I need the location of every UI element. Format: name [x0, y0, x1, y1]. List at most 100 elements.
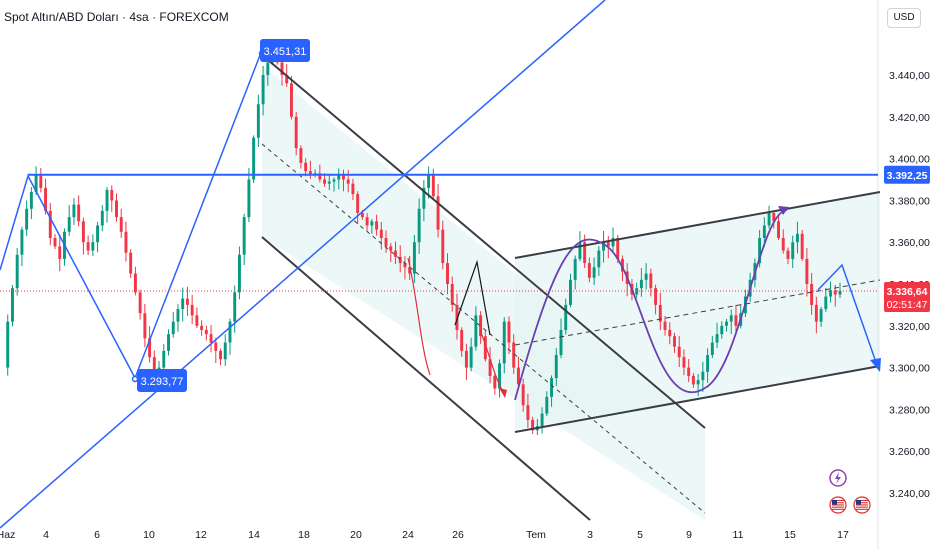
- candle-up: [573, 258, 577, 280]
- candle-up: [559, 329, 563, 356]
- candle-down: [677, 346, 681, 358]
- swing-high-label: 3.451,31: [264, 46, 307, 58]
- candle-down: [526, 405, 530, 420]
- candle-up: [720, 325, 724, 335]
- candle-down: [360, 212, 364, 218]
- x-tick-label: Haz: [0, 529, 15, 541]
- candle-down: [460, 329, 464, 351]
- candle-up: [176, 309, 180, 322]
- currency-button[interactable]: USD: [887, 8, 921, 28]
- symbol-title[interactable]: Spot Altın/ABD Doları · 4sa · FOREXCOM: [4, 10, 229, 24]
- candle-down: [308, 171, 312, 176]
- candle-up: [72, 204, 76, 218]
- candle-down: [86, 242, 90, 251]
- candle-down: [115, 200, 118, 218]
- candle-up: [223, 342, 227, 360]
- candle-down: [58, 246, 62, 259]
- candle-down: [483, 336, 487, 360]
- candle-up: [706, 355, 710, 372]
- last-price-tag: [884, 282, 930, 313]
- candle-down: [119, 217, 123, 232]
- candle-up: [34, 175, 38, 193]
- candle-down: [436, 196, 440, 230]
- candle-down: [110, 189, 114, 201]
- candle-down: [663, 321, 667, 330]
- candle-down: [833, 290, 837, 295]
- candle-down: [214, 342, 218, 351]
- candle-up: [15, 254, 19, 289]
- candle-down: [583, 242, 587, 264]
- us-flag-icon[interactable]: [829, 496, 847, 514]
- us-flag-icon[interactable]: [853, 496, 871, 514]
- x-tick-label: 3: [587, 529, 593, 541]
- candle-down: [772, 212, 776, 222]
- candle-down: [304, 162, 308, 172]
- candle-up: [20, 229, 24, 255]
- candle-up: [578, 242, 582, 259]
- y-tick-label: 3.320,00: [889, 321, 930, 333]
- candle-up: [29, 192, 33, 209]
- candle-down: [318, 173, 322, 180]
- us-flag-stripe: [832, 504, 844, 506]
- candles: [6, 50, 842, 436]
- candle-up: [370, 221, 374, 226]
- candle-down: [687, 367, 691, 376]
- projection-path: [817, 263, 879, 369]
- candle-down: [781, 238, 785, 251]
- candle-up: [639, 279, 643, 289]
- candle-up: [564, 304, 568, 330]
- lightning-icon[interactable]: [829, 469, 847, 487]
- drop-curve-arrowhead: [499, 388, 507, 398]
- candle-up: [715, 334, 719, 343]
- candle-up: [252, 137, 256, 180]
- candle-up: [498, 363, 501, 389]
- candle-up: [474, 315, 478, 347]
- candle-down: [649, 273, 653, 289]
- candle-down: [516, 367, 520, 385]
- candle-down: [389, 246, 393, 251]
- candle-down: [408, 267, 412, 274]
- candle-up: [96, 225, 100, 243]
- candle-up: [412, 242, 416, 274]
- candle-up: [417, 208, 421, 243]
- swing-low-callout: [137, 369, 187, 392]
- candle-down: [185, 298, 189, 305]
- candle-down: [190, 304, 194, 316]
- candle-down: [814, 304, 818, 322]
- candle-down: [77, 204, 81, 222]
- candle-down: [379, 229, 383, 239]
- candle-down: [616, 238, 620, 259]
- candle-up: [795, 233, 799, 243]
- candle-down: [734, 315, 738, 326]
- candle-up: [337, 175, 341, 180]
- candle-down: [143, 313, 147, 339]
- candle-down: [587, 263, 591, 278]
- candle-up: [25, 208, 29, 230]
- candle-down: [365, 217, 369, 226]
- candle-down: [356, 194, 360, 213]
- candle-up: [100, 210, 104, 226]
- candle-down: [488, 359, 492, 376]
- candle-down: [351, 183, 355, 195]
- us-flag-stripe: [856, 502, 868, 504]
- candle-down: [658, 304, 662, 322]
- asc-channel-upper-line: [514, 191, 881, 259]
- candle-down: [346, 179, 350, 184]
- channel-lower-line: [261, 236, 591, 521]
- candle-down: [786, 250, 790, 259]
- y-tick-label: 3.260,00: [889, 446, 930, 458]
- candle-down: [48, 210, 52, 239]
- ascending-channel-fill: [515, 192, 880, 430]
- candle-down: [810, 284, 814, 305]
- candle-down: [133, 273, 137, 293]
- candle-up: [838, 291, 842, 295]
- candle-up: [91, 242, 95, 251]
- candle-up: [696, 380, 700, 385]
- candle-up: [791, 242, 795, 259]
- x-tick-label: 15: [784, 529, 796, 541]
- us-flag-stripe: [856, 506, 868, 508]
- candle-down: [323, 179, 327, 184]
- candle-up: [729, 315, 733, 322]
